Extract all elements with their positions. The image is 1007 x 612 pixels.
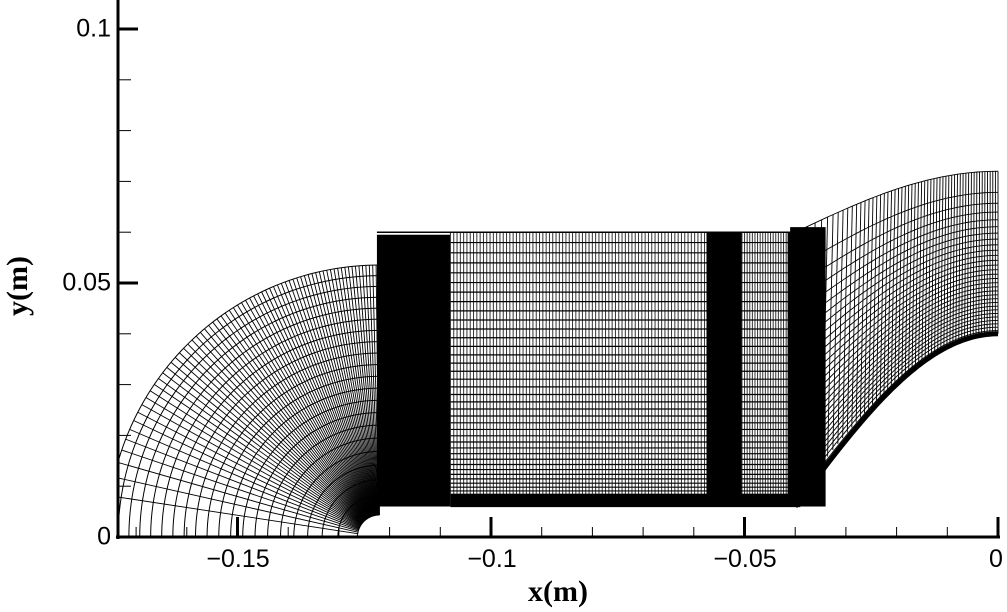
y-tick-label: 0.1 — [76, 14, 111, 43]
y-tick-label: 0 — [97, 522, 111, 551]
computational-mesh — [117, 170, 999, 538]
x-tick-label: 0 — [989, 545, 1003, 573]
axes — [116, 0, 1000, 539]
x-tick-label: −0.05 — [713, 545, 777, 573]
x-tick-label: −0.1 — [467, 545, 517, 573]
y-axis-title: y(m) — [1, 256, 34, 316]
x-tick-label: −0.15 — [206, 545, 270, 573]
y-tick-label: 0.05 — [62, 268, 111, 297]
x-axis-title: x(m) — [528, 575, 588, 608]
